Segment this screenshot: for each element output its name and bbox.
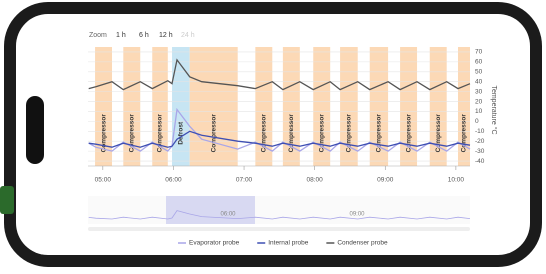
y-tick-label: -20 <box>475 138 485 145</box>
x-tick-label: 09:00 <box>377 177 394 184</box>
navigator-track <box>88 227 470 231</box>
y-tick-label: -30 <box>475 148 485 155</box>
navigator-selection[interactable] <box>166 196 255 224</box>
y-tick-label: -10 <box>475 128 485 135</box>
phone-screenshot: Zoom 1 h 6 h 12 h 24 h Temperature °C 06… <box>0 0 546 269</box>
x-tick-label: 05:00 <box>95 177 112 184</box>
y-tick-label: 50 <box>475 69 483 76</box>
navigator-label: 06:00 <box>220 212 236 218</box>
zoom-option[interactable]: 6 h <box>139 32 149 39</box>
x-tick-label: 06:00 <box>165 177 182 184</box>
zoom-option[interactable]: 12 h <box>159 32 173 39</box>
y-axis-title: Temperature °C <box>490 85 498 134</box>
zoom-label: Zoom <box>89 32 107 39</box>
y-tick-label: 20 <box>475 98 483 105</box>
navigator-label: 09:00 <box>349 212 365 218</box>
navigator <box>88 196 470 224</box>
y-tick-label: 30 <box>475 88 483 95</box>
x-tick-label: 10:00 <box>448 177 465 184</box>
zoom-option[interactable]: 1 h <box>116 32 126 39</box>
y-tick-label: 10 <box>475 108 483 115</box>
legend-label[interactable]: Internal probe <box>268 240 308 247</box>
camera-notch <box>26 96 44 164</box>
y-tick-label: 70 <box>475 49 483 56</box>
y-tick-label: -40 <box>475 158 485 165</box>
band-label: Defrost <box>178 121 185 145</box>
zoom-option[interactable]: 24 h <box>181 32 195 39</box>
band-label: Compressor <box>210 114 217 153</box>
y-tick-label: 40 <box>475 78 483 85</box>
side-button <box>0 186 14 214</box>
legend-label[interactable]: Evaporator probe <box>189 240 240 247</box>
x-tick-label: 07:00 <box>236 177 253 184</box>
y-tick-label: 60 <box>475 59 483 66</box>
legend-label[interactable]: Condenser probe <box>337 240 388 247</box>
y-tick-label: 0 <box>475 118 479 125</box>
x-tick-label: 08:00 <box>307 177 324 184</box>
